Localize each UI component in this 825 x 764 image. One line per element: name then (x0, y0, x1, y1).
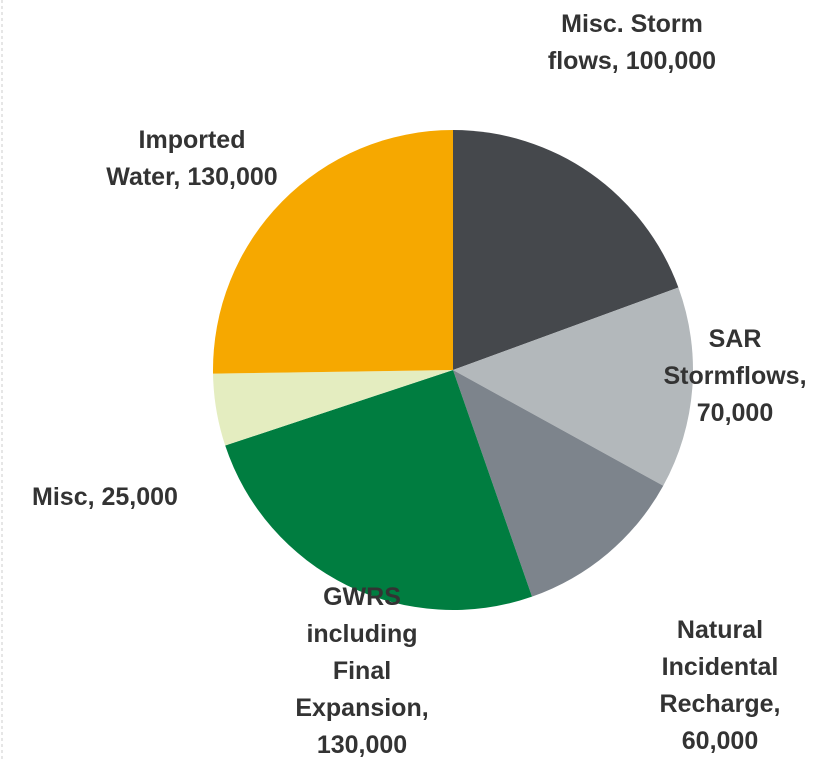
pie-slice (213, 370, 453, 446)
pie-slice (453, 130, 679, 370)
slice-label: Natural Incidental Recharge, 60,000 (633, 612, 808, 760)
value-label: 25,000 (101, 483, 178, 511)
pie-slice (453, 370, 664, 597)
pie-slice (213, 130, 453, 374)
value-label: 70,000 (696, 399, 774, 427)
category-label: SAR Stormflows, (663, 325, 807, 390)
value-label: 100,000 (625, 47, 717, 75)
value-label: 130,000 (316, 731, 408, 759)
slice-label: GWRS including Final Expansion, 130,000 (280, 579, 445, 764)
value-label: 60,000 (681, 727, 759, 755)
category-label: GWRS including Final Expansion, (295, 583, 429, 722)
pie-slice (453, 287, 693, 486)
slice-label: SAR Stormflows, 70,000 (648, 321, 823, 432)
category-label: Imported Water, (106, 126, 246, 191)
pie-slice (225, 370, 533, 610)
slice-label: Imported Water, 130,000 (105, 122, 280, 196)
category-label: Misc. Storm flows, (547, 10, 703, 75)
slice-label: Misc, 25,000 (0, 479, 225, 516)
category-label: Natural Incidental Recharge, (659, 616, 781, 718)
slice-label: Misc. Storm flows, 100,000 (532, 6, 732, 80)
value-label: 130,000 (187, 163, 278, 191)
category-label: Misc, (32, 483, 95, 511)
